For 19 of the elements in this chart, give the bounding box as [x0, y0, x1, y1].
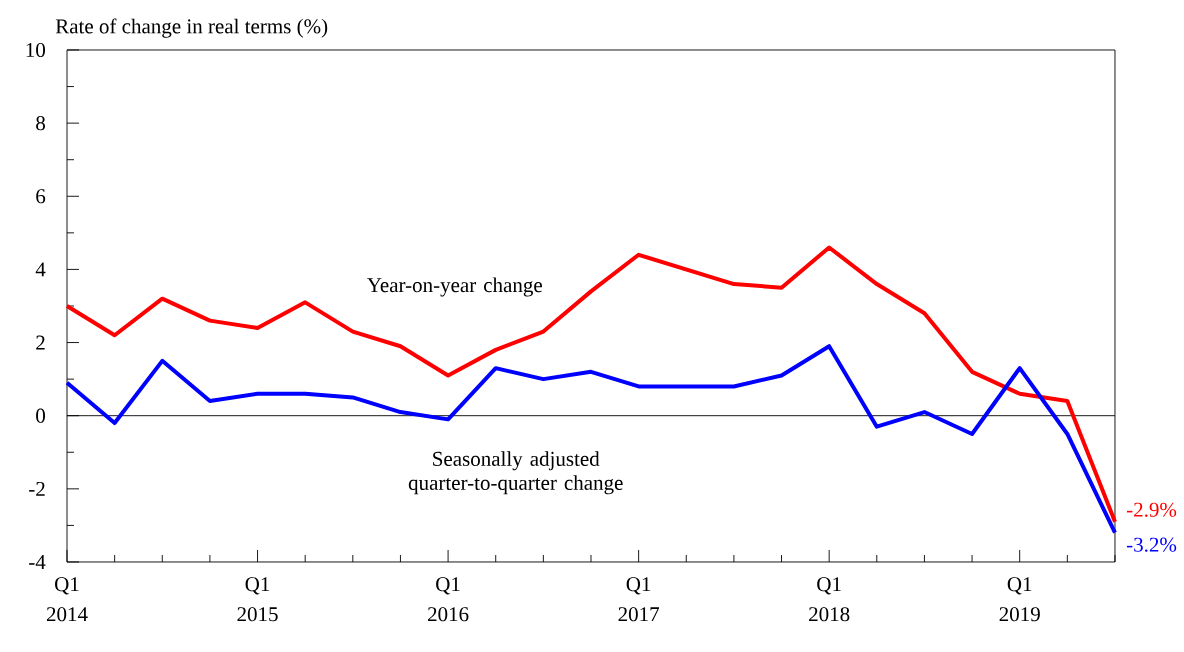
x-tick-label: Q1 2019	[999, 577, 1040, 622]
x-tick-label: Q1 2015	[237, 577, 278, 622]
series-label: Seasonally adjusted quarter-to-quarter change	[408, 451, 623, 495]
y-tick-label: -4	[29, 555, 46, 569]
series-label: Year-on-year change	[367, 277, 542, 297]
y-tick-label: 8	[36, 116, 46, 131]
y-tick-label: 4	[35, 262, 46, 277]
x-tick-label: Q1 2018	[809, 577, 850, 622]
data-label: -2.9%	[1126, 502, 1177, 517]
x-tick-label: Q1 2014	[46, 577, 88, 622]
y-tick-label: 10	[26, 42, 46, 58]
y-axis-title: Rate of change in real terms (%)	[55, 18, 328, 38]
data-label: -3.2%	[1126, 537, 1177, 552]
x-tick-label: Q1 2016	[428, 577, 469, 622]
x-tick-label: Q1 2017	[618, 577, 660, 622]
y-tick-label: -2	[29, 481, 45, 496]
y-tick-label: 6	[36, 189, 46, 204]
y-tick-label: 2	[36, 335, 45, 350]
y-tick-label: 0	[36, 408, 46, 423]
